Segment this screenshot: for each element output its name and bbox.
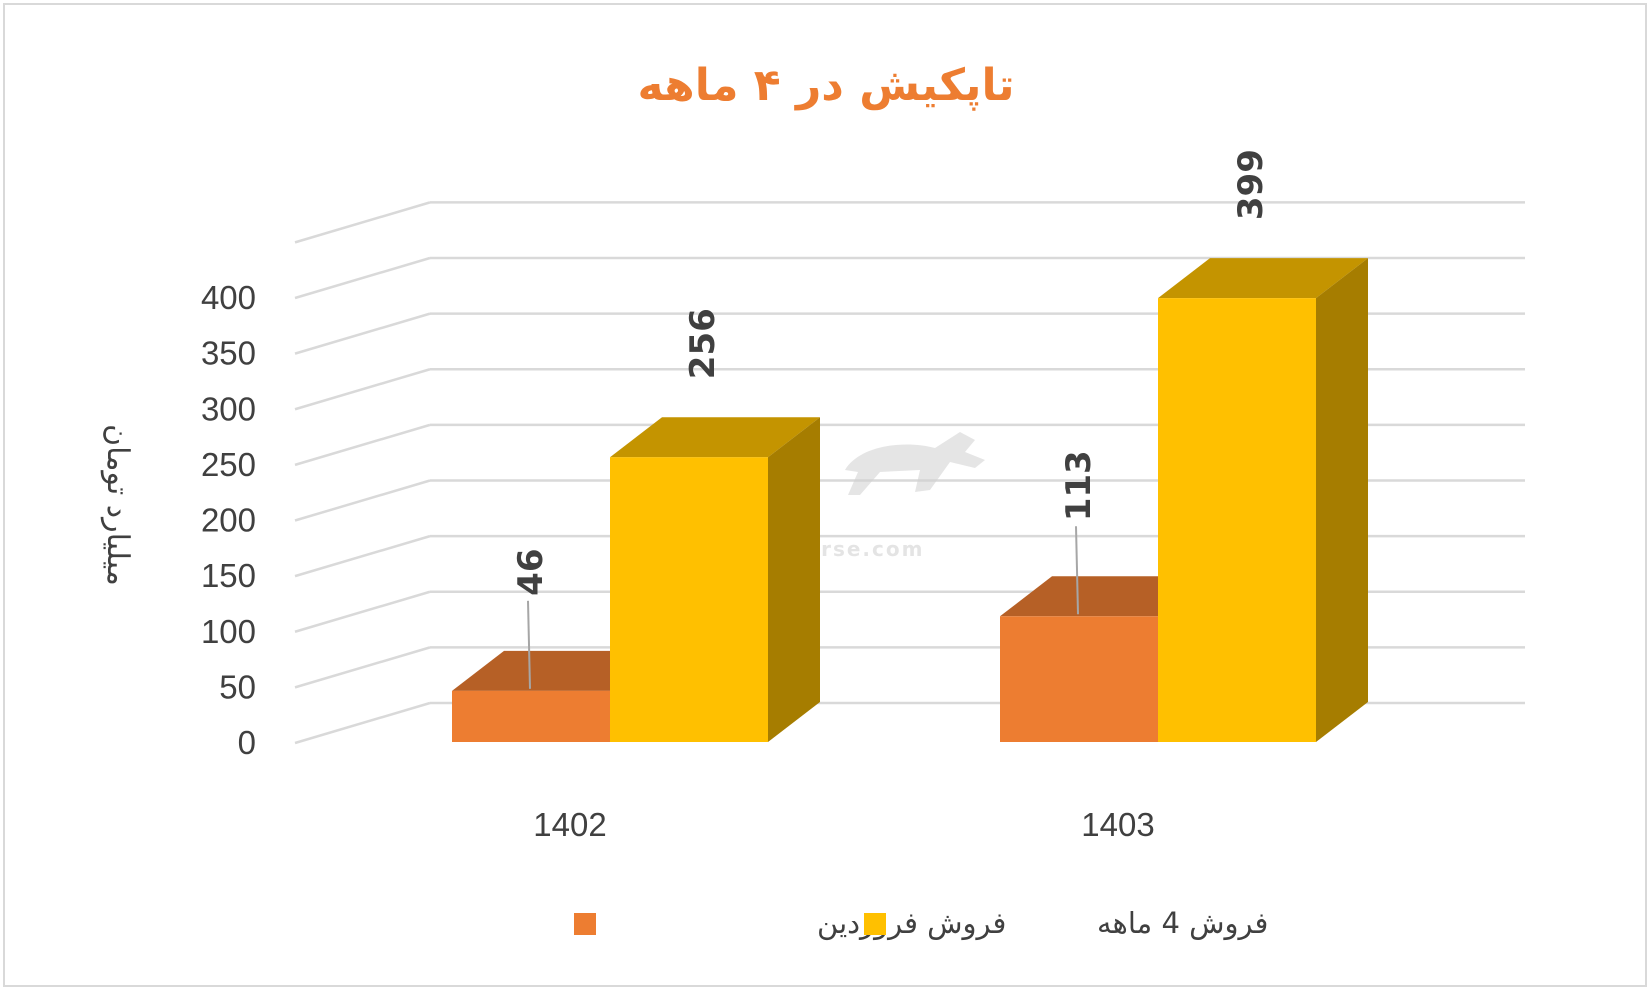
data-label: 113: [1059, 450, 1099, 615]
bar: [1158, 258, 1368, 742]
legend: فروش فروردین فروش 4 ماهه: [574, 906, 1268, 940]
y-tick-label: 400: [201, 279, 256, 316]
data-label-text: 399: [1231, 149, 1271, 220]
data-labels: 46 256 113 399: [511, 149, 1271, 689]
data-label-text: 113: [1059, 450, 1099, 521]
legend-item: فروش فروردین: [574, 906, 1006, 940]
x-category-label: 1403: [1081, 806, 1154, 843]
data-label-text: 256: [683, 308, 723, 379]
y-tick-label: 100: [201, 613, 256, 650]
data-label: 46: [511, 548, 551, 689]
data-label: 399: [1231, 149, 1271, 220]
legend-label: فروش 4 ماهه: [1097, 906, 1268, 940]
x-category-label: 1402: [533, 806, 606, 843]
data-label-text: 46: [511, 548, 551, 595]
y-tick-label: 300: [201, 390, 256, 427]
chart-frame: [3, 3, 1647, 987]
data-label: 256: [683, 308, 723, 379]
gridline: [294, 201, 1525, 244]
legend-item: فروش 4 ماهه: [864, 906, 1268, 940]
legend-label: فروش فروردین: [817, 906, 1006, 940]
y-tick-label: 200: [201, 502, 256, 539]
y-tick-label: 0: [238, 724, 256, 761]
y-tick-label: 50: [219, 668, 256, 705]
y-axis-ticks: 0 50 100 150 200 250 300 350 400: [201, 279, 256, 761]
x-axis-categories: 1402 1403: [533, 806, 1154, 843]
y-tick-label: 150: [201, 557, 256, 594]
legend-swatch: [574, 913, 596, 935]
chart-title: تاپکیش در ۴ ماهه: [638, 60, 1015, 111]
legend-swatch: [864, 913, 886, 935]
y-tick-label: 250: [201, 446, 256, 483]
y-axis-label: میلیارد تومان: [100, 424, 135, 586]
y-tick-label: 350: [201, 335, 256, 372]
bars: [452, 258, 1368, 742]
gridline: [294, 256, 1525, 300]
bar: [610, 417, 820, 742]
